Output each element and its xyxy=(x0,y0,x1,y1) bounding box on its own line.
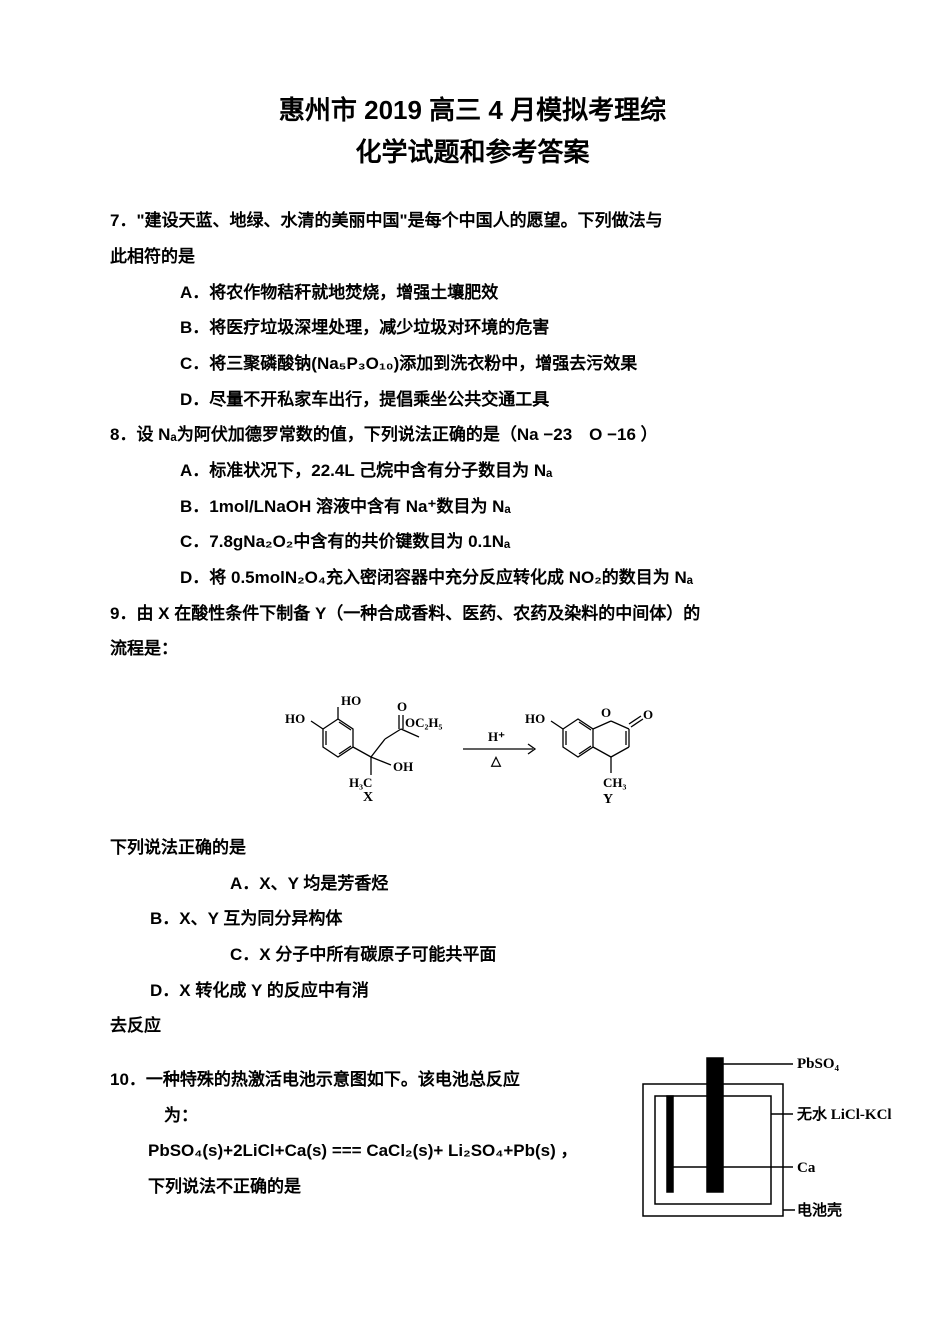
battery-svg: PbSO₄ 无水 LiCl-KCl Ca 电池壳 xyxy=(635,1052,895,1227)
label-oh: OH xyxy=(393,759,413,774)
label-h3c: H₃C xyxy=(349,775,372,790)
q9-after: 下列说法正确的是 xyxy=(110,830,835,866)
label-elec: 无水 LiCl-KCl xyxy=(796,1105,892,1123)
q8-stem: 8．设 Nₐ为阿伏加德罗常数的值，下列说法正确的是（Na −23 O −16 ） xyxy=(110,417,835,453)
q9-opt-b: B．X、Y 互为同分异构体 xyxy=(110,901,513,937)
q9-opt-d2: 去反应 xyxy=(110,1008,835,1044)
q7-stem-1: 7．"建设天蓝、地绿、水清的美丽中国"是每个中国人的愿望。下列做法与 xyxy=(110,203,835,239)
q9-opt-a: A．X、Y 均是芳香烃 xyxy=(110,866,593,902)
body-text: 7．"建设天蓝、地绿、水清的美丽中国"是每个中国人的愿望。下列做法与 此相符的是… xyxy=(110,203,835,1205)
chem-svg: HO HO H₃C OH O xyxy=(253,679,693,809)
label-shell: 电池壳 xyxy=(797,1201,842,1219)
label-o2: O xyxy=(601,705,611,720)
q7-opt-d: D．尽量不开私家车出行，提倡乘坐公共交通工具 xyxy=(110,382,835,418)
q9-stem-2: 流程是： xyxy=(110,631,835,667)
q7-opt-b: B．将医疗垃圾深埋处理，减少垃圾对环境的危害 xyxy=(110,310,835,346)
label-o3: O xyxy=(643,707,653,722)
q9-opt-c: C．X 分子中所有碳原子可能共平面 xyxy=(110,937,593,973)
exam-page: 惠州市 2019 高三 4 月模拟考理综 化学试题和参考答案 7．"建设天蓝、地… xyxy=(0,0,945,1245)
label-y: Y xyxy=(603,792,613,807)
q9-stem-1: 9．由 X 在酸性条件下制备 Y（一种合成香料、医药、农药及染料的中间体）的 xyxy=(110,596,835,632)
label-x: X xyxy=(363,790,373,805)
q7-opt-c: C．将三聚磷酸钠(Na₅P₃O₁₀)添加到洗衣粉中，增强去污效果 xyxy=(110,346,835,382)
label-ho1: HO xyxy=(285,711,305,726)
q7-opt-a: A．将农作物秸秆就地焚烧，增强土壤肥效 xyxy=(110,275,835,311)
q8-opt-c: C．7.8gNa₂O₂中含有的共价键数目为 0.1Nₐ xyxy=(110,524,835,560)
label-ca: Ca xyxy=(797,1160,816,1176)
label-oc2h5: OC₂H₅ xyxy=(405,715,443,730)
label-hplus: H⁺ xyxy=(488,729,505,744)
title-line-1: 惠州市 2019 高三 4 月模拟考理综 xyxy=(110,90,835,132)
q7-stem-2: 此相符的是 xyxy=(110,239,835,275)
label-ho2: HO xyxy=(341,693,361,708)
label-ho3: HO xyxy=(525,711,545,726)
q10-block: 10．一种特殊的热激活电池示意图如下。该电池总反应 为： PbSO₄(s)+2L… xyxy=(110,1062,835,1205)
label-ch3: CH₃ xyxy=(603,775,627,790)
q8-opt-d: D．将 0.5molN₂O₄充入密闭容器中充分反应转化成 NO₂的数目为 Nₐ xyxy=(110,560,835,596)
q9-opt-d: D．X 转化成 Y 的反应中有消 xyxy=(110,973,513,1009)
q8-opt-b: B．1mol/LNaOH 溶液中含有 Na⁺数目为 Nₐ xyxy=(110,489,835,525)
label-pbso4: PbSO₄ xyxy=(797,1056,840,1072)
label-delta: △ xyxy=(490,753,502,768)
title-line-2: 化学试题和参考答案 xyxy=(110,132,835,174)
q9-chem-figure: HO HO H₃C OH O xyxy=(110,679,835,822)
label-o1: O xyxy=(397,699,407,714)
q8-opt-a: A．标准状况下，22.4L 己烷中含有分子数目为 Nₐ xyxy=(110,453,835,489)
